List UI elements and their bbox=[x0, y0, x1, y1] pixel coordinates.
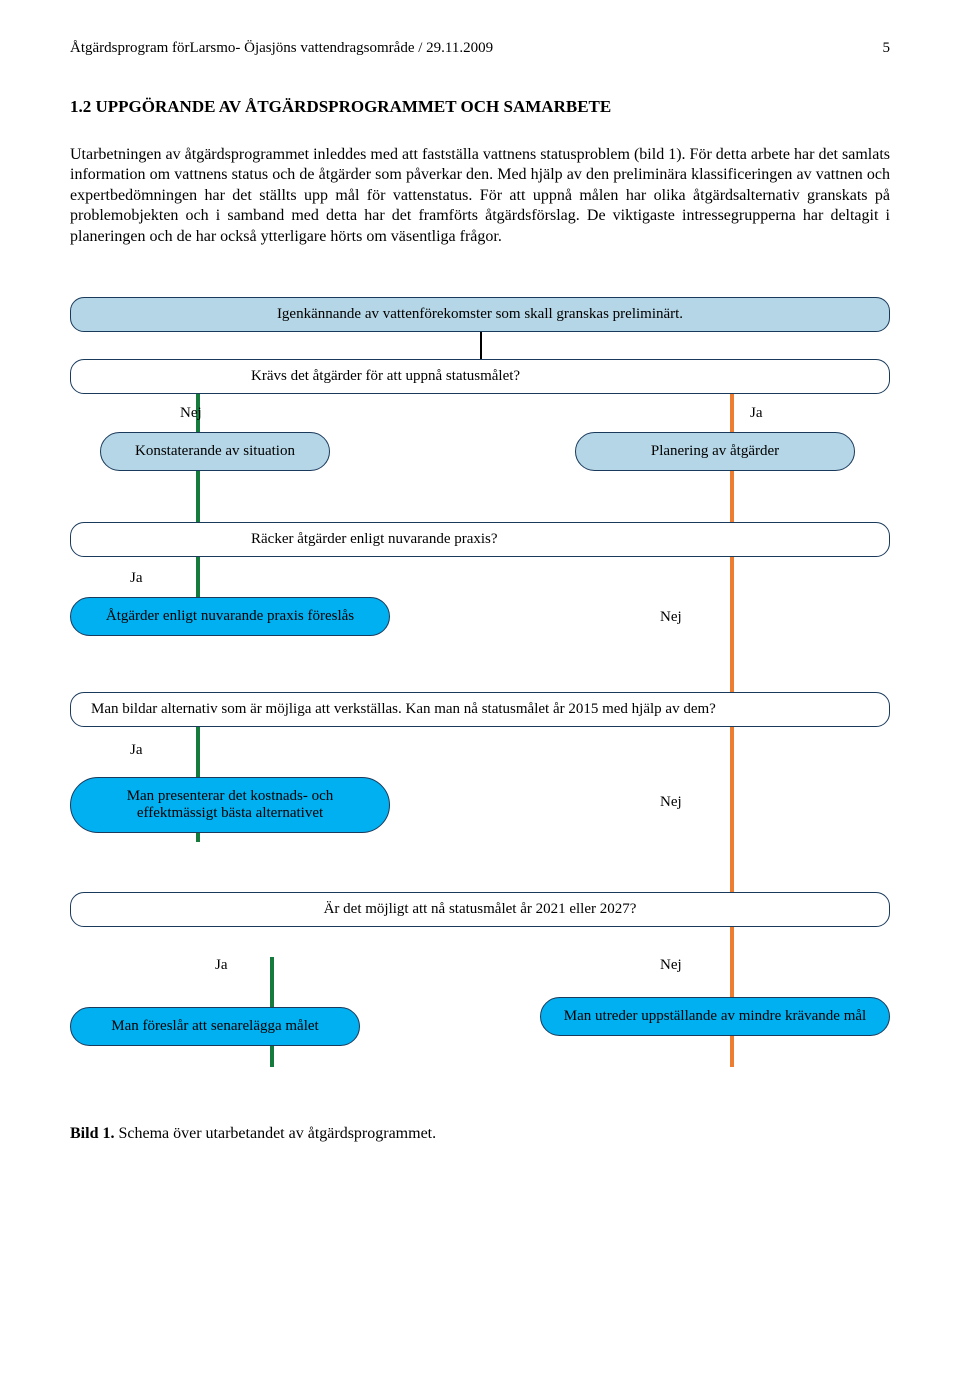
connector bbox=[480, 331, 482, 361]
flow-mindre-mal: Man utreder uppställande av mindre kräva… bbox=[540, 997, 890, 1036]
flowchart: Igenkännande av vattenförekomster som sk… bbox=[70, 297, 890, 1117]
section-heading: 1.2 UPPGÖRANDE AV ÅTGÄRDSPROGRAMMET OCH … bbox=[70, 97, 890, 117]
flow-senarelagga: Man föreslår att senarelägga målet bbox=[70, 1007, 360, 1046]
doc-title: Åtgärdsprogram förLarsmo- Öjasjöns vatte… bbox=[70, 40, 493, 57]
flow-question-2: Räcker åtgärder enligt nuvarande praxis? bbox=[70, 522, 890, 557]
label-nej: Nej bbox=[660, 957, 682, 974]
pill-label: Man föreslår att senarelägga målet bbox=[111, 1018, 318, 1034]
pill-label: Man utreder uppställande av mindre kräva… bbox=[564, 1008, 866, 1024]
pill-label: Åtgärder enligt nuvarande praxis föreslå… bbox=[106, 608, 354, 624]
flow-atgarder-foreslas: Åtgärder enligt nuvarande praxis föreslå… bbox=[70, 597, 390, 636]
page-number: 5 bbox=[883, 40, 891, 57]
page-header: Åtgärdsprogram förLarsmo- Öjasjöns vatte… bbox=[70, 40, 890, 57]
connector-orange bbox=[730, 387, 734, 1067]
flow-question-label: Krävs det åtgärder för att uppnå statusm… bbox=[251, 368, 520, 384]
section-paragraph: Utarbetningen av åtgärdsprogrammet inled… bbox=[70, 145, 890, 247]
label-nej: Nej bbox=[660, 609, 682, 626]
pill-label: Planering av åtgärder bbox=[651, 443, 779, 459]
pill-label: Konstaterande av situation bbox=[135, 443, 295, 459]
flow-question-1: Krävs det åtgärder för att uppnå statusm… bbox=[70, 359, 890, 394]
flow-question-label: Är det möjligt att nå statusmålet år 202… bbox=[324, 901, 637, 917]
caption-bold: Bild 1. bbox=[70, 1125, 114, 1142]
flow-konstaterande: Konstaterande av situation bbox=[100, 432, 330, 471]
label-ja: Ja bbox=[130, 570, 143, 587]
pill-label: Man presenterar det kostnads- och effekt… bbox=[127, 788, 334, 821]
flow-step-identify: Igenkännande av vattenförekomster som sk… bbox=[70, 297, 890, 332]
flow-kostnad: Man presenterar det kostnads- och effekt… bbox=[70, 777, 390, 833]
flow-planering: Planering av åtgärder bbox=[575, 432, 855, 471]
label-ja: Ja bbox=[215, 957, 228, 974]
label-nej: Nej bbox=[660, 794, 682, 811]
flow-step-label: Igenkännande av vattenförekomster som sk… bbox=[277, 306, 683, 322]
caption-text: Schema över utarbetandet av åtgärdsprogr… bbox=[114, 1125, 436, 1142]
figure-caption: Bild 1. Schema över utarbetandet av åtgä… bbox=[70, 1125, 890, 1143]
label-ja: Ja bbox=[750, 405, 763, 422]
label-ja: Ja bbox=[130, 742, 143, 759]
flow-question-label: Räcker åtgärder enligt nuvarande praxis? bbox=[251, 531, 498, 547]
flow-question-3: Man bildar alternativ som är möjliga att… bbox=[70, 692, 890, 727]
label-nej: Nej bbox=[180, 405, 202, 422]
flow-question-4: Är det möjligt att nå statusmålet år 202… bbox=[70, 892, 890, 927]
flow-question-label: Man bildar alternativ som är möjliga att… bbox=[91, 701, 716, 717]
